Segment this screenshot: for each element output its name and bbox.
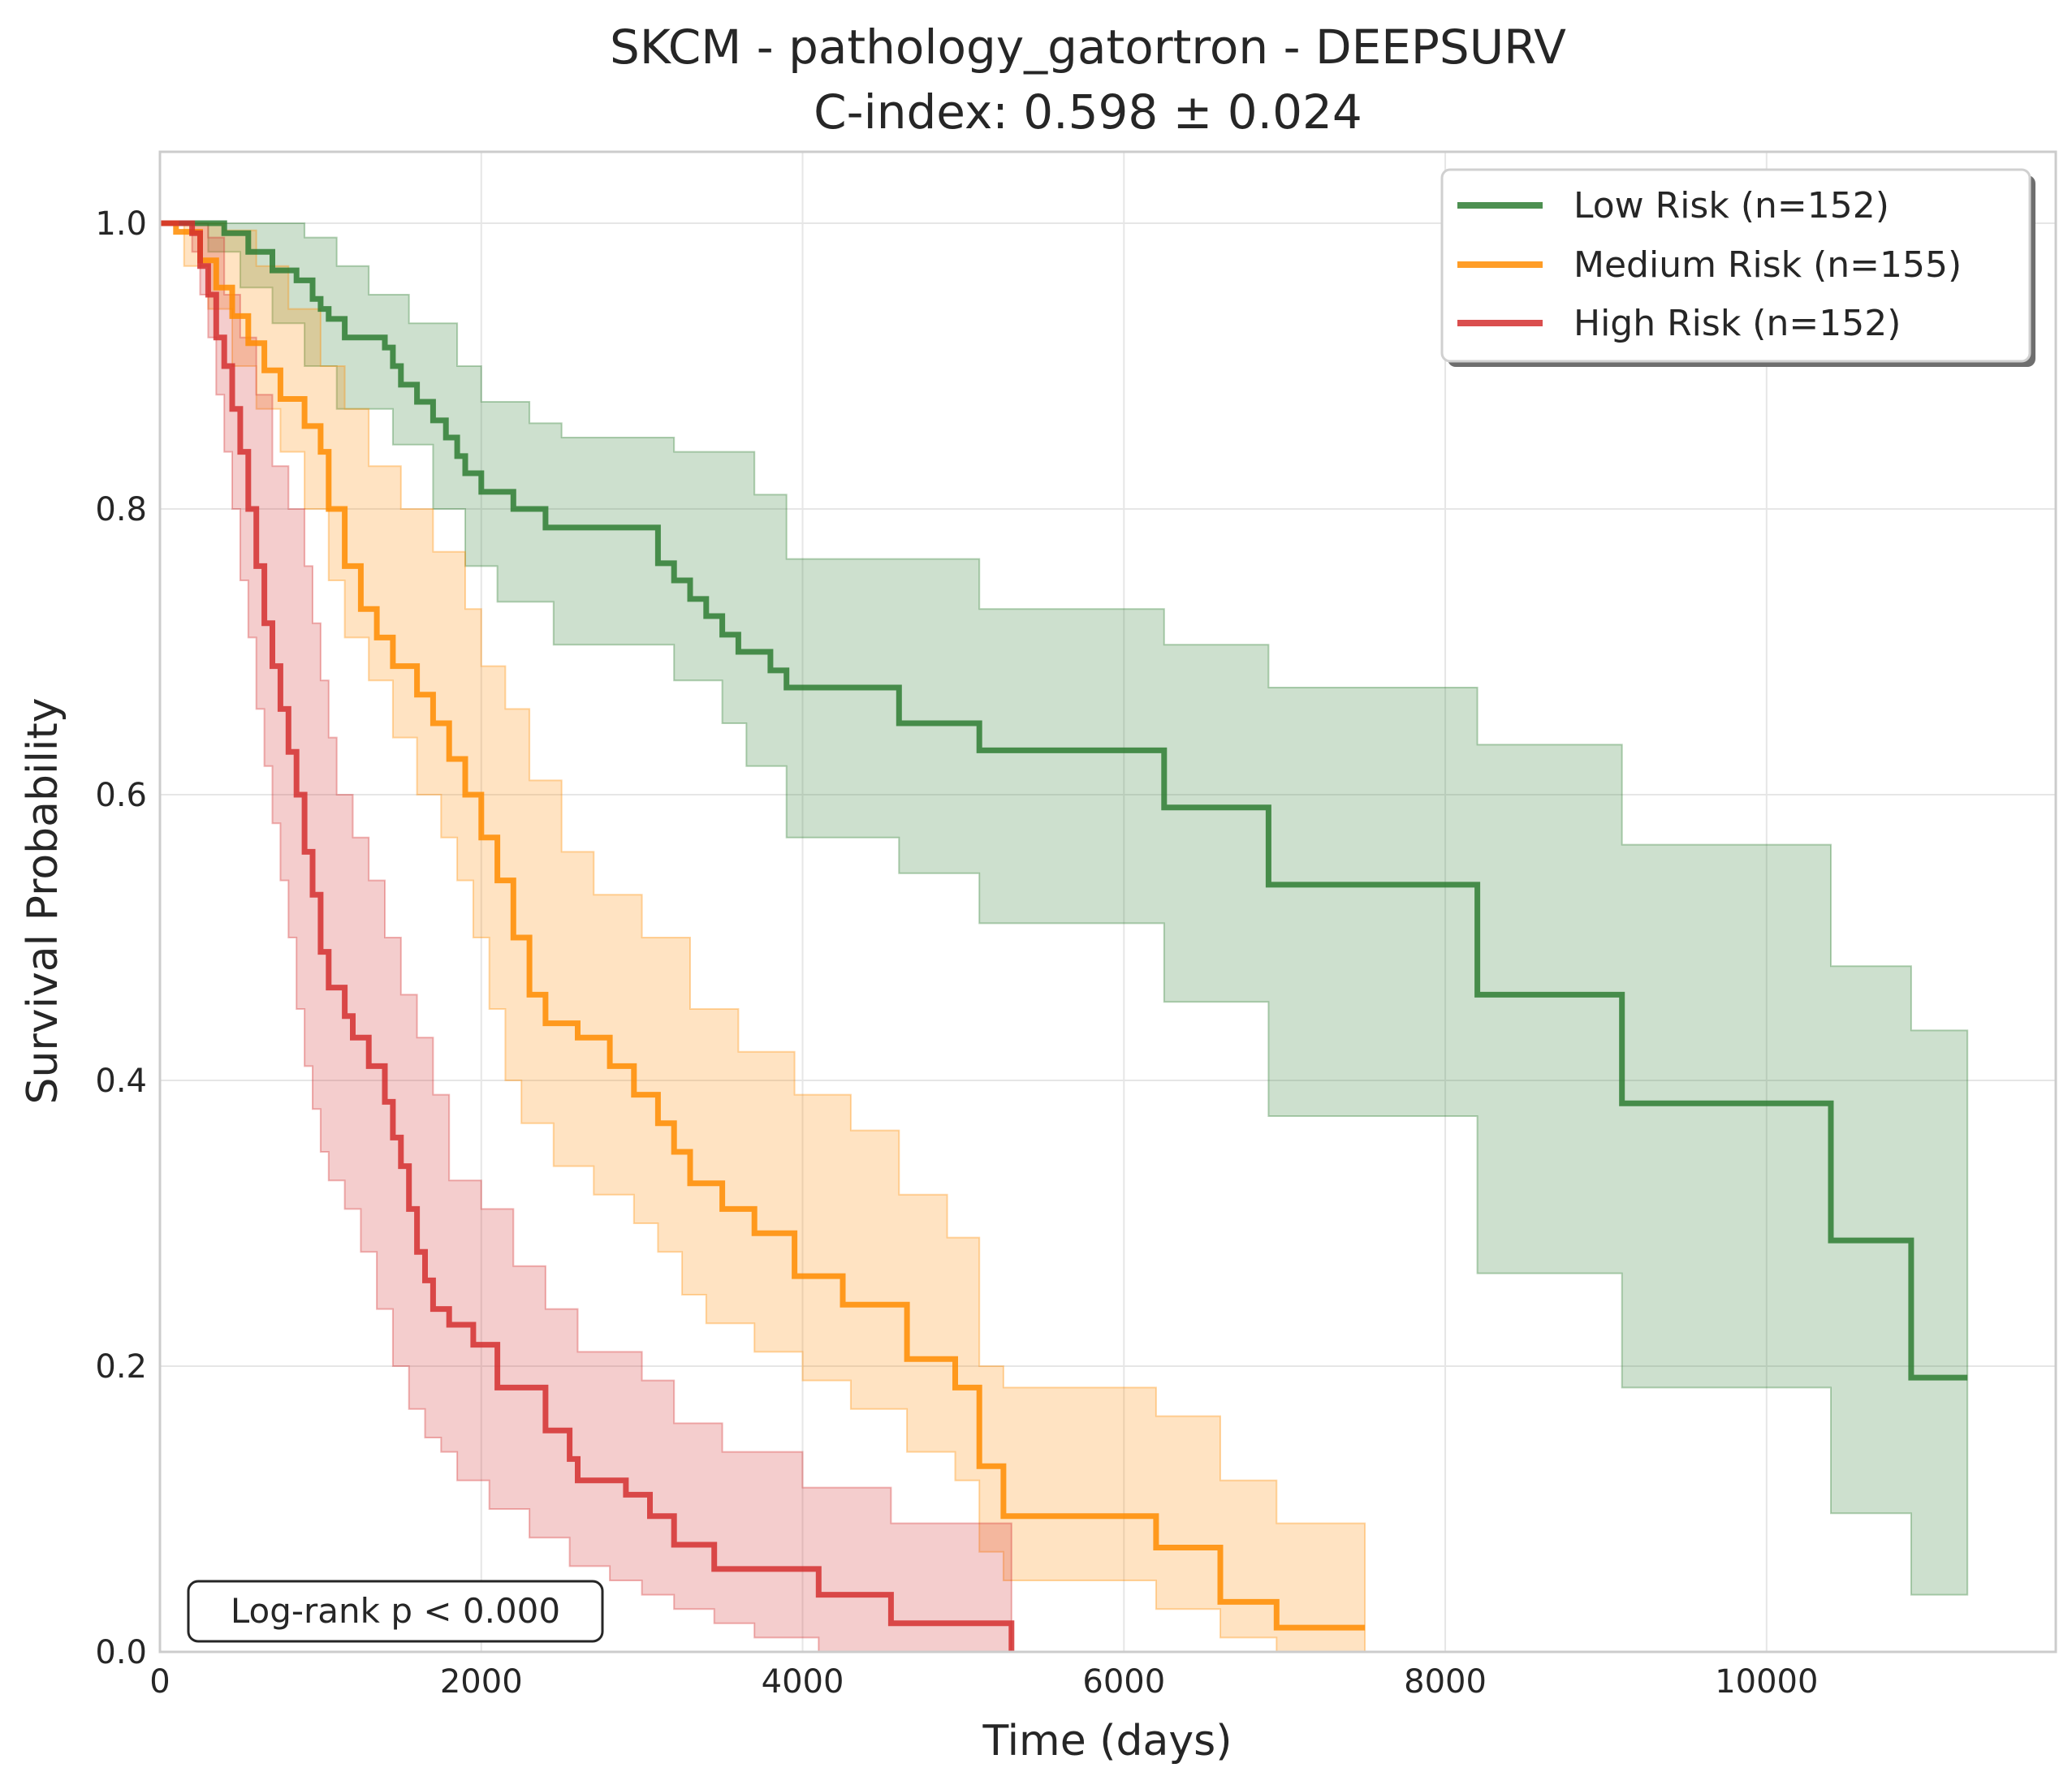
x-tick-label: 8000 <box>1404 1663 1487 1701</box>
annotation-box <box>187 1580 604 1643</box>
y-tick-label: 0.0 <box>95 1634 147 1671</box>
ci-band-medium-risk <box>160 222 1366 1653</box>
confidence-bands <box>160 222 1969 1653</box>
ci-band-low-risk <box>160 222 1969 1596</box>
x-axis-label: Time (days) <box>982 1717 1232 1766</box>
legend-label-low-risk: Low Risk (n=152) <box>1573 185 1889 226</box>
y-axis-label: Survival Probability <box>19 697 67 1104</box>
curve-medium-risk <box>160 220 1366 1631</box>
legend-label-medium-risk: Medium Risk (n=155) <box>1573 244 1962 286</box>
logrank-annotation: Log-rank p < 0.000 <box>187 1580 604 1643</box>
ci-band-high-risk <box>160 222 1012 1653</box>
y-tick-label: 0.2 <box>95 1348 147 1386</box>
x-tick-label: 10000 <box>1715 1663 1818 1701</box>
x-tick-label: 6000 <box>1082 1663 1165 1701</box>
y-tick-label: 0.6 <box>95 777 147 814</box>
chart-subtitle: C-index: 0.598 ± 0.024 <box>814 84 1362 140</box>
legend-box <box>1440 168 2031 363</box>
curve-low-risk <box>160 220 1968 1381</box>
x-tick-label: 2000 <box>440 1663 523 1701</box>
x-tick-label: 4000 <box>762 1663 844 1701</box>
x-tick-label: 0 <box>149 1663 170 1701</box>
logrank-text: Log-rank p < 0.000 <box>231 1591 560 1631</box>
legend-label-high-risk: High Risk (n=152) <box>1573 303 1901 344</box>
curve-high-risk <box>160 220 1015 1652</box>
chart-title: SKCM - pathology_gatortron - DEEPSURV <box>610 19 1566 75</box>
y-tick-label: 0.4 <box>95 1063 147 1100</box>
y-tick-label: 1.0 <box>95 205 147 243</box>
legend: Low Risk (n=152) Medium Risk (n=155) Hig… <box>1440 168 2035 367</box>
y-tick-label: 0.8 <box>95 491 147 528</box>
plot-frame <box>158 150 2057 1653</box>
survival-curves <box>160 220 1968 1652</box>
axis-ticks: 0 2000 4000 6000 8000 10000 0.0 0.2 0.4 0.6 0.8 1.0 <box>95 205 1818 1701</box>
